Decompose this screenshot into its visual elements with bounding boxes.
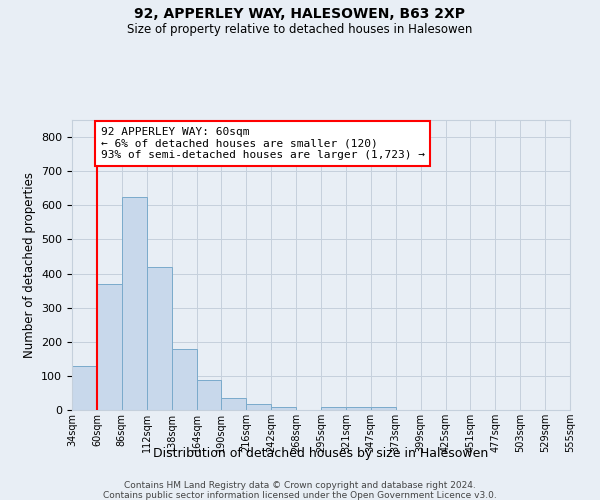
Bar (221, 398, 247, 410)
Text: Distribution of detached houses by size in Halesowen: Distribution of detached houses by size … (154, 448, 488, 460)
Bar (197, 380, 221, 410)
Bar (97, 284, 122, 410)
Bar (146, 266, 172, 410)
Y-axis label: Number of detached properties: Number of detached properties (23, 172, 35, 358)
Bar (122, 197, 147, 410)
Text: Contains HM Land Registry data © Crown copyright and database right 2024.: Contains HM Land Registry data © Crown c… (124, 481, 476, 490)
Text: 92, APPERLEY WAY, HALESOWEN, B63 2XP: 92, APPERLEY WAY, HALESOWEN, B63 2XP (134, 8, 466, 22)
Text: Contains public sector information licensed under the Open Government Licence v3: Contains public sector information licen… (103, 491, 497, 500)
Bar (346, 406, 371, 410)
Text: Size of property relative to detached houses in Halesowen: Size of property relative to detached ho… (127, 22, 473, 36)
Text: 92 APPERLEY WAY: 60sqm
← 6% of detached houses are smaller (120)
93% of semi-det: 92 APPERLEY WAY: 60sqm ← 6% of detached … (101, 127, 425, 160)
Bar (271, 406, 296, 410)
Bar (371, 408, 396, 410)
Bar (172, 350, 197, 410)
Bar (72, 366, 97, 410)
Bar (247, 404, 271, 410)
Bar (321, 406, 346, 410)
